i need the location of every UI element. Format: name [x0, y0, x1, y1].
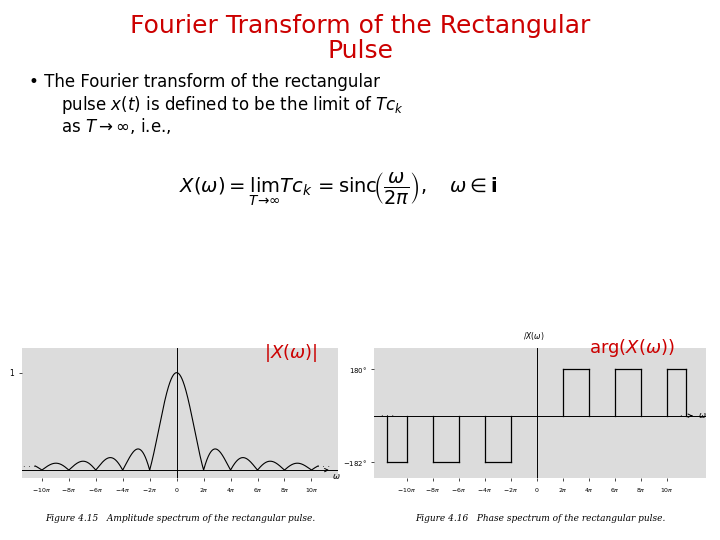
Text: Pulse: Pulse — [327, 39, 393, 63]
Text: Fourier Transform of the Rectangular: Fourier Transform of the Rectangular — [130, 14, 590, 37]
Text: . . .: . . . — [317, 460, 330, 469]
Text: $\omega$: $\omega$ — [698, 411, 706, 420]
Text: . . .: . . . — [381, 409, 394, 417]
Text: $/X(\omega)$: $/X(\omega)$ — [523, 330, 545, 342]
Text: . . .: . . . — [23, 460, 36, 469]
Text: Figure 4.16   Phase spectrum of the rectangular pulse.: Figure 4.16 Phase spectrum of the rectan… — [415, 514, 665, 523]
Text: $\arg(X(\omega))$: $\arg(X(\omega))$ — [589, 338, 675, 360]
Text: $\omega$: $\omega$ — [332, 472, 341, 481]
Text: . . .: . . . — [680, 409, 693, 417]
Text: • The Fourier transform of the rectangular: • The Fourier transform of the rectangul… — [29, 73, 380, 91]
Text: $| X(\omega) |$: $| X(\omega) |$ — [264, 342, 318, 364]
Text: $X(\omega) = \lim_{T \to \infty} Tc_k = \mathrm{sinc}\!\left(\dfrac{\omega}{2\pi: $X(\omega) = \lim_{T \to \infty} Tc_k = … — [179, 170, 498, 208]
Text: pulse $x(t)$ is defined to be the limit of $Tc_k$: pulse $x(t)$ is defined to be the limit … — [61, 94, 405, 117]
Text: Figure 4.15   Amplitude spectrum of the rectangular pulse.: Figure 4.15 Amplitude spectrum of the re… — [45, 514, 315, 523]
Text: as $T \rightarrow \infty$, i.e.,: as $T \rightarrow \infty$, i.e., — [61, 116, 171, 136]
